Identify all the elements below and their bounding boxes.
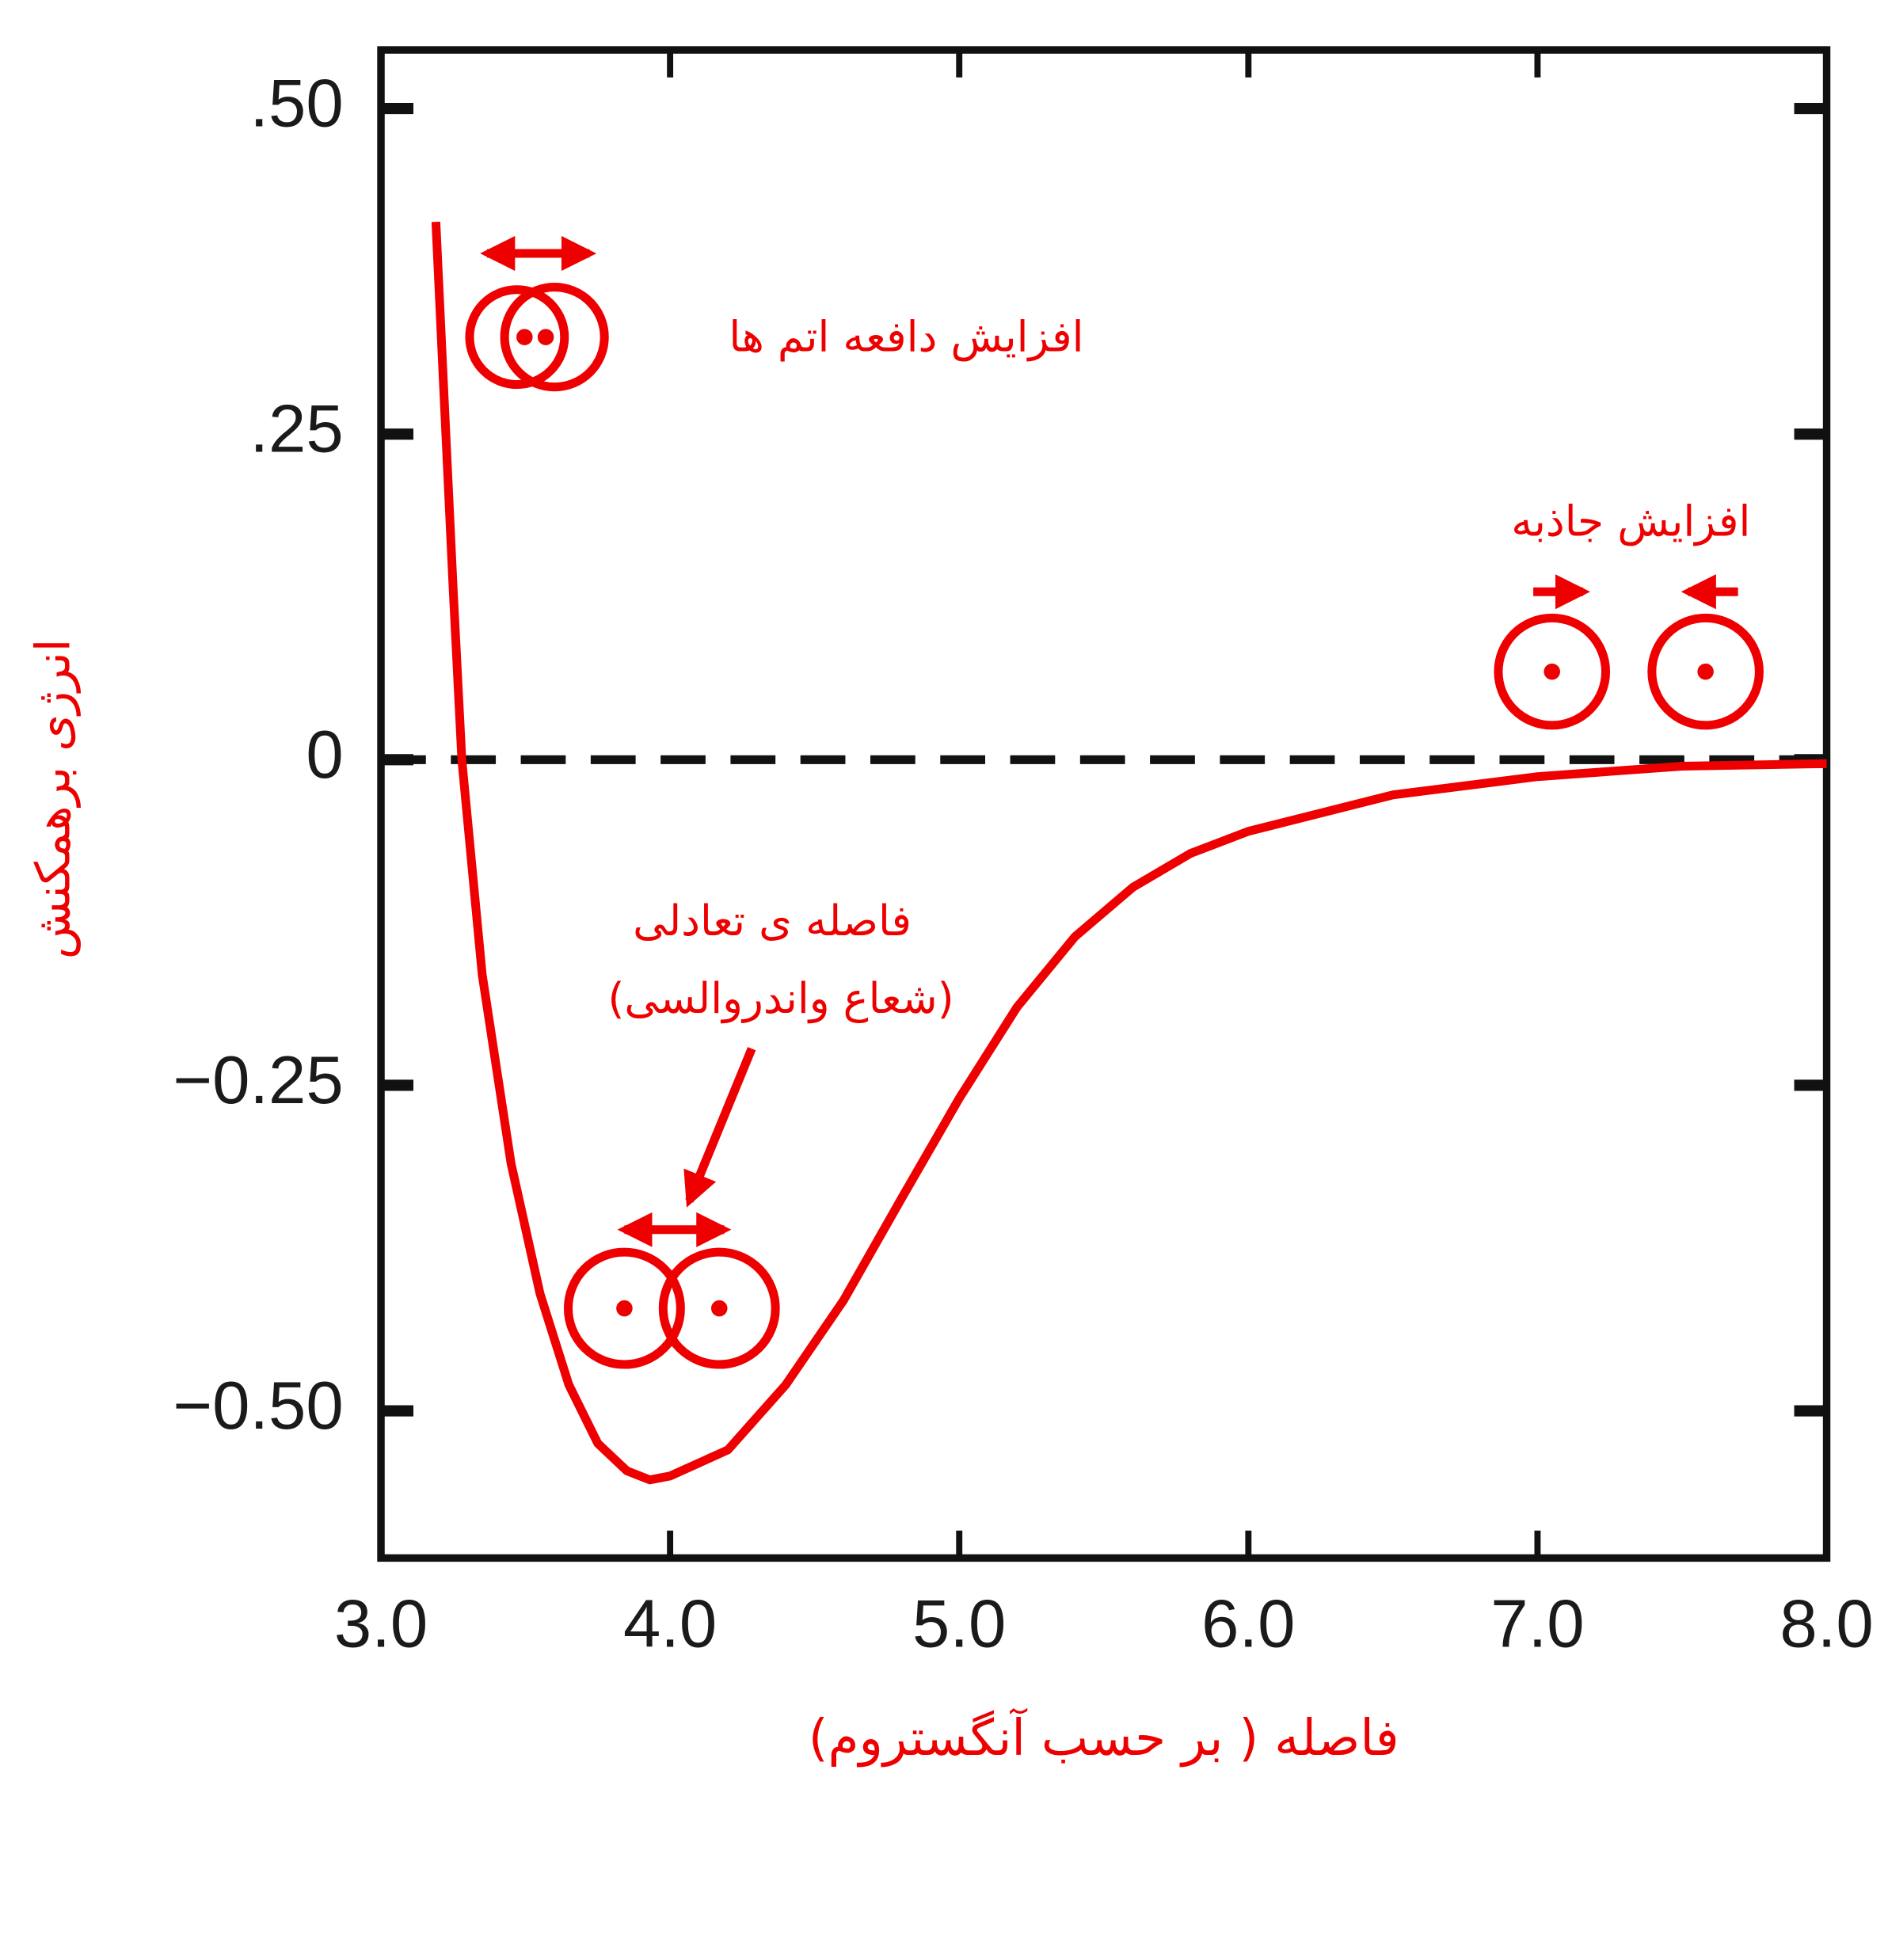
- annotation: (شعاع واندروالسی): [608, 973, 954, 1023]
- repulsion-icon: [465, 235, 609, 392]
- y-tick-label: 0: [306, 717, 343, 793]
- curve: [431, 221, 1827, 1485]
- x-tick-label: 4.0: [623, 1587, 717, 1662]
- y-tick-label: −0.25: [173, 1043, 343, 1118]
- y-tick-label: .50: [249, 67, 343, 142]
- attraction-icon: [1494, 574, 1764, 730]
- equilibrium-icon: [563, 1047, 780, 1369]
- x-tick-label: 8.0: [1780, 1587, 1873, 1662]
- x-axis-label: فاصله ( بر حسب آنگستروم): [809, 1707, 1399, 1768]
- x-tick-label: 6.0: [1201, 1587, 1295, 1662]
- annotation: افزایش جاذبه: [1511, 497, 1750, 546]
- annotation: افزایش دافعه اتم ها: [729, 311, 1083, 361]
- x-tick-label: 7.0: [1490, 1587, 1584, 1662]
- y-axis-label: انرژی برهمکنش: [26, 639, 82, 960]
- x-tick-label: 5.0: [912, 1587, 1006, 1662]
- x-tick-label: 3.0: [334, 1587, 428, 1662]
- plot-frame: [377, 46, 1831, 1562]
- annotation: فاصله ی تعادلی: [633, 896, 912, 946]
- y-tick-label: .25: [249, 392, 343, 467]
- y-tick-label: −0.50: [173, 1368, 343, 1444]
